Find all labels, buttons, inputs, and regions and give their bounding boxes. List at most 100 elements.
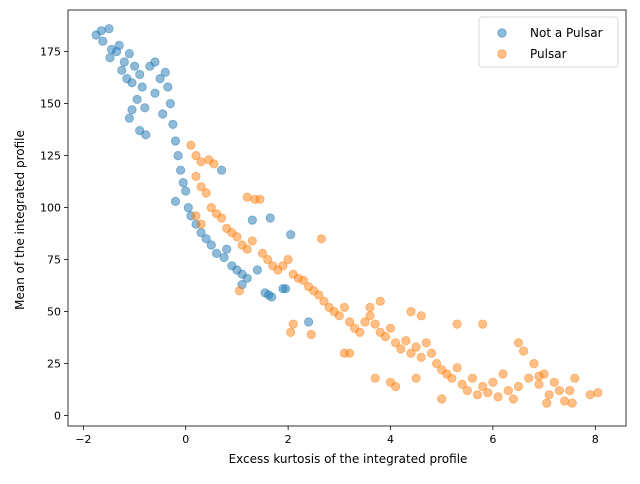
- data-point: [117, 65, 127, 75]
- data-point: [178, 178, 188, 188]
- data-point: [265, 213, 275, 223]
- data-point: [124, 113, 134, 123]
- data-point: [96, 26, 106, 36]
- data-point: [452, 319, 462, 329]
- data-point: [303, 317, 314, 327]
- data-point: [339, 302, 349, 312]
- data-point: [565, 385, 575, 396]
- data-point: [365, 311, 375, 321]
- data-point: [406, 348, 416, 358]
- data-point: [421, 338, 431, 348]
- data-point: [130, 61, 140, 71]
- data-point: [163, 82, 173, 92]
- data-point: [344, 317, 355, 327]
- data-point: [201, 188, 211, 198]
- data-point: [104, 24, 114, 34]
- data-point: [196, 219, 206, 229]
- axes: −2 0 2 4 6 8 0 25 50 75 100 125 150 175: [40, 9, 627, 446]
- data-point: [183, 203, 193, 213]
- legend-label: Not a Pulsar: [530, 26, 603, 40]
- data-point: [534, 379, 544, 389]
- data-point: [242, 192, 252, 202]
- data-point: [219, 252, 229, 263]
- data-point: [191, 151, 201, 161]
- data-point: [493, 392, 503, 402]
- data-point: [105, 53, 115, 63]
- data-point: [483, 388, 493, 398]
- plot-area: [91, 24, 603, 408]
- data-point: [140, 103, 150, 113]
- x-tick-label: 0: [182, 433, 189, 446]
- y-tick-label: 150: [40, 98, 61, 111]
- data-point: [257, 248, 268, 258]
- data-point: [542, 398, 552, 408]
- legend-label: Pulsar: [530, 47, 567, 61]
- data-point: [513, 381, 524, 392]
- data-point: [513, 338, 524, 348]
- legend-marker: [497, 49, 507, 59]
- data-point: [457, 379, 467, 389]
- data-point: [593, 388, 603, 398]
- data-point: [416, 311, 426, 321]
- data-point: [173, 151, 183, 161]
- data-point: [278, 261, 288, 271]
- data-point: [242, 244, 252, 254]
- data-point: [186, 140, 196, 150]
- legend-box: [478, 16, 619, 68]
- data-point: [222, 244, 232, 254]
- data-point: [137, 82, 147, 92]
- data-point: [411, 373, 421, 383]
- data-point: [370, 373, 380, 383]
- data-point: [529, 358, 539, 369]
- data-point: [196, 182, 206, 192]
- y-tick-label: 0: [54, 410, 61, 423]
- data-point: [124, 49, 134, 59]
- data-point: [508, 394, 519, 404]
- data-point: [554, 385, 565, 396]
- data-point: [206, 203, 216, 213]
- data-point: [385, 323, 396, 333]
- data-point: [370, 319, 380, 329]
- plot-frame: [67, 9, 627, 427]
- data-point: [534, 371, 544, 381]
- data-point: [406, 306, 416, 317]
- data-point: [206, 240, 216, 250]
- data-point: [316, 234, 326, 244]
- data-point: [242, 273, 252, 283]
- y-tick-label: 125: [40, 150, 61, 163]
- data-point: [168, 119, 178, 130]
- data-point: [467, 373, 477, 383]
- data-point: [127, 105, 137, 115]
- data-point: [155, 74, 165, 84]
- data-point: [263, 255, 273, 265]
- data-point: [544, 390, 554, 400]
- data-point: [396, 344, 406, 354]
- data-point: [170, 196, 181, 206]
- data-point: [283, 255, 293, 265]
- data-point: [234, 286, 245, 296]
- data-point: [401, 336, 411, 346]
- data-point: [416, 352, 426, 362]
- data-point: [255, 194, 265, 204]
- series-0: [91, 24, 314, 327]
- data-point: [267, 292, 277, 302]
- data-point: [585, 390, 595, 400]
- y-tick-label: 75: [47, 254, 61, 267]
- data-point: [232, 232, 242, 242]
- data-point: [181, 186, 191, 196]
- data-point: [365, 302, 375, 312]
- data-point: [176, 165, 186, 175]
- data-point: [360, 317, 370, 327]
- data-point: [196, 157, 206, 167]
- data-point: [462, 385, 472, 396]
- data-point: [165, 99, 175, 109]
- x-tick-label: −2: [75, 433, 91, 446]
- data-point: [380, 331, 390, 342]
- data-point: [570, 373, 580, 383]
- data-point: [498, 369, 508, 379]
- x-tick-label: 8: [592, 433, 599, 446]
- data-point: [119, 57, 129, 67]
- x-tick-label: 2: [285, 433, 292, 446]
